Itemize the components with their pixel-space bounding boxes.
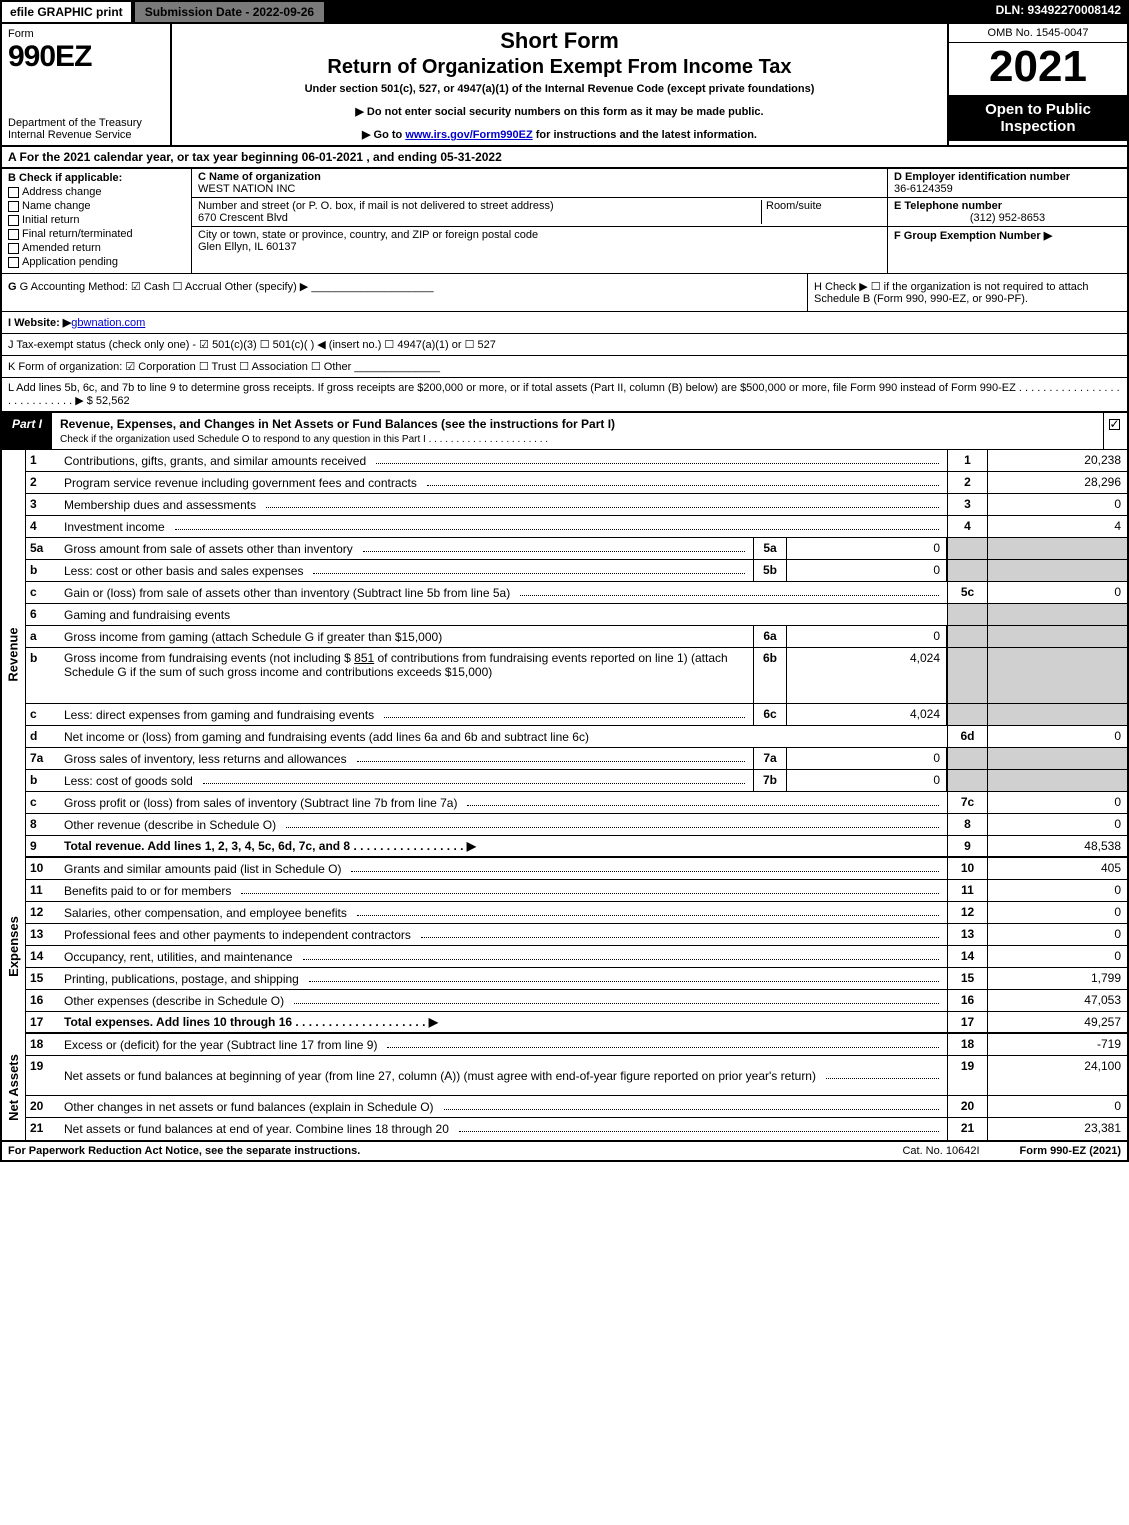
- revenue-section: Revenue 1Contributions, gifts, grants, a…: [0, 450, 1129, 858]
- subtitle: Under section 501(c), 527, or 4947(a)(1)…: [305, 83, 815, 95]
- instructions-link[interactable]: ▶ Go to www.irs.gov/Form990EZ for instru…: [362, 128, 757, 141]
- line-6: 6Gaming and fundraising events: [26, 604, 1127, 626]
- line-11: 11Benefits paid to or for members110: [26, 880, 1127, 902]
- chk-amended-return[interactable]: Amended return: [8, 242, 185, 254]
- spacer: [326, 0, 987, 24]
- net-assets-caption: Net Assets: [2, 1034, 26, 1140]
- dept-label: Department of the Treasury Internal Reve…: [8, 117, 164, 141]
- expenses-caption: Expenses: [2, 858, 26, 1034]
- telephone: (312) 952-8653: [894, 212, 1121, 224]
- row-k-form-of-org: K Form of organization: ☑ Corporation ☐ …: [0, 356, 1129, 378]
- top-bar: efile GRAPHIC print Submission Date - 20…: [0, 0, 1129, 24]
- irs-link[interactable]: www.irs.gov/Form990EZ: [405, 129, 532, 141]
- line-5a: 5aGross amount from sale of assets other…: [26, 538, 1127, 560]
- line-5c: cGain or (loss) from sale of assets othe…: [26, 582, 1127, 604]
- line-12: 12Salaries, other compensation, and empl…: [26, 902, 1127, 924]
- net-assets-section: Net Assets 18Excess or (deficit) for the…: [0, 1034, 1129, 1142]
- tel-label: E Telephone number: [894, 200, 1002, 212]
- header-left: Form 990EZ Department of the Treasury In…: [2, 24, 172, 145]
- row-i-website: I Website: ▶gbwnation.com: [0, 312, 1129, 334]
- line-1: 1Contributions, gifts, grants, and simil…: [26, 450, 1127, 472]
- form-number: 990EZ: [8, 40, 164, 74]
- title-return: Return of Organization Exempt From Incom…: [327, 56, 791, 79]
- group-exemption-label: F Group Exemption Number ▶: [894, 230, 1052, 242]
- part-1-header: Part I Revenue, Expenses, and Changes in…: [0, 413, 1129, 450]
- omb-number: OMB No. 1545-0047: [949, 24, 1127, 43]
- form-label: Form: [8, 28, 164, 40]
- line-4: 4Investment income44: [26, 516, 1127, 538]
- row-j-tax-exempt: J Tax-exempt status (check only one) - ☑…: [0, 334, 1129, 356]
- chk-final-return[interactable]: Final return/terminated: [8, 228, 185, 240]
- part-1-schedule-o-check[interactable]: [1103, 413, 1127, 449]
- name-label: C Name of organization: [198, 171, 321, 183]
- city-label: City or town, state or province, country…: [198, 229, 538, 241]
- city: Glen Ellyn, IL 60137: [198, 241, 297, 253]
- ein-label: D Employer identification number: [894, 171, 1070, 183]
- header-right: OMB No. 1545-0047 2021 Open to Public In…: [947, 24, 1127, 145]
- line-3: 3Membership dues and assessments30: [26, 494, 1127, 516]
- row-a-tax-year: A For the 2021 calendar year, or tax yea…: [0, 147, 1129, 169]
- ein: 36-6124359: [894, 183, 953, 195]
- col-c-org-info: C Name of organization WEST NATION INC N…: [192, 169, 887, 273]
- line-6d: dNet income or (loss) from gaming and fu…: [26, 726, 1127, 748]
- accounting-method: G G Accounting Method: ☑ Cash ☐ Accrual …: [2, 274, 807, 311]
- room-suite-label: Room/suite: [761, 200, 881, 224]
- expenses-section: Expenses 10Grants and similar amounts pa…: [0, 858, 1129, 1034]
- warning-ssn: ▶ Do not enter social security numbers o…: [355, 105, 763, 118]
- street-label: Number and street (or P. O. box, if mail…: [198, 200, 554, 212]
- line-6a: aGross income from gaming (attach Schedu…: [26, 626, 1127, 648]
- form-ref: Form 990-EZ (2021): [1020, 1145, 1121, 1157]
- chk-application-pending[interactable]: Application pending: [8, 256, 185, 268]
- efile-print-button[interactable]: efile GRAPHIC print: [0, 0, 133, 24]
- col-d-ids: D Employer identification number36-61243…: [887, 169, 1127, 273]
- open-to-public: Open to Public Inspection: [949, 95, 1127, 141]
- row-gh: G G Accounting Method: ☑ Cash ☐ Accrual …: [0, 274, 1129, 312]
- part-1-tag: Part I: [2, 413, 52, 449]
- line-7a: 7aGross sales of inventory, less returns…: [26, 748, 1127, 770]
- title-short-form: Short Form: [500, 28, 619, 54]
- line-13: 13Professional fees and other payments t…: [26, 924, 1127, 946]
- line-20: 20Other changes in net assets or fund ba…: [26, 1096, 1127, 1118]
- dln-label: DLN: 93492270008142: [988, 0, 1129, 24]
- street: 670 Crescent Blvd: [198, 212, 288, 224]
- line-5b: bLess: cost or other basis and sales exp…: [26, 560, 1127, 582]
- line-6c: cLess: direct expenses from gaming and f…: [26, 704, 1127, 726]
- catalog-number: Cat. No. 10642I: [902, 1145, 979, 1157]
- line-8: 8Other revenue (describe in Schedule O)8…: [26, 814, 1127, 836]
- line-19: 19Net assets or fund balances at beginni…: [26, 1056, 1127, 1096]
- line-15: 15Printing, publications, postage, and s…: [26, 968, 1127, 990]
- line-14: 14Occupancy, rent, utilities, and mainte…: [26, 946, 1127, 968]
- chk-initial-return[interactable]: Initial return: [8, 214, 185, 226]
- schedule-b-check: H Check ▶ ☐ if the organization is not r…: [807, 274, 1127, 311]
- part-1-title: Revenue, Expenses, and Changes in Net As…: [52, 413, 1103, 449]
- line-17: 17Total expenses. Add lines 10 through 1…: [26, 1012, 1127, 1034]
- revenue-caption: Revenue: [2, 450, 26, 858]
- line-10: 10Grants and similar amounts paid (list …: [26, 858, 1127, 880]
- line-16: 16Other expenses (describe in Schedule O…: [26, 990, 1127, 1012]
- line-2: 2Program service revenue including gover…: [26, 472, 1127, 494]
- chk-address-change[interactable]: Address change: [8, 186, 185, 198]
- col-b-label: B Check if applicable:: [8, 172, 122, 184]
- line-18: 18Excess or (deficit) for the year (Subt…: [26, 1034, 1127, 1056]
- line-7b: bLess: cost of goods sold7b0: [26, 770, 1127, 792]
- tax-year: 2021: [949, 43, 1127, 95]
- line-7c: cGross profit or (loss) from sales of in…: [26, 792, 1127, 814]
- form-header: Form 990EZ Department of the Treasury In…: [0, 24, 1129, 147]
- website-link[interactable]: gbwnation.com: [71, 317, 145, 329]
- line-6b: bGross income from fundraising events (n…: [26, 648, 1127, 704]
- paperwork-notice: For Paperwork Reduction Act Notice, see …: [8, 1145, 902, 1157]
- col-b-checkboxes: B Check if applicable: Address change Na…: [2, 169, 192, 273]
- line-9: 9Total revenue. Add lines 1, 2, 3, 4, 5c…: [26, 836, 1127, 858]
- row-l-gross-receipts: L Add lines 5b, 6c, and 7b to line 9 to …: [0, 378, 1129, 413]
- submission-date-label: Submission Date - 2022-09-26: [133, 0, 326, 24]
- page-footer: For Paperwork Reduction Act Notice, see …: [0, 1142, 1129, 1162]
- header-mid: Short Form Return of Organization Exempt…: [172, 24, 947, 145]
- chk-name-change[interactable]: Name change: [8, 200, 185, 212]
- section-bcd: B Check if applicable: Address change Na…: [0, 169, 1129, 274]
- org-name: WEST NATION INC: [198, 183, 295, 195]
- line-21: 21Net assets or fund balances at end of …: [26, 1118, 1127, 1140]
